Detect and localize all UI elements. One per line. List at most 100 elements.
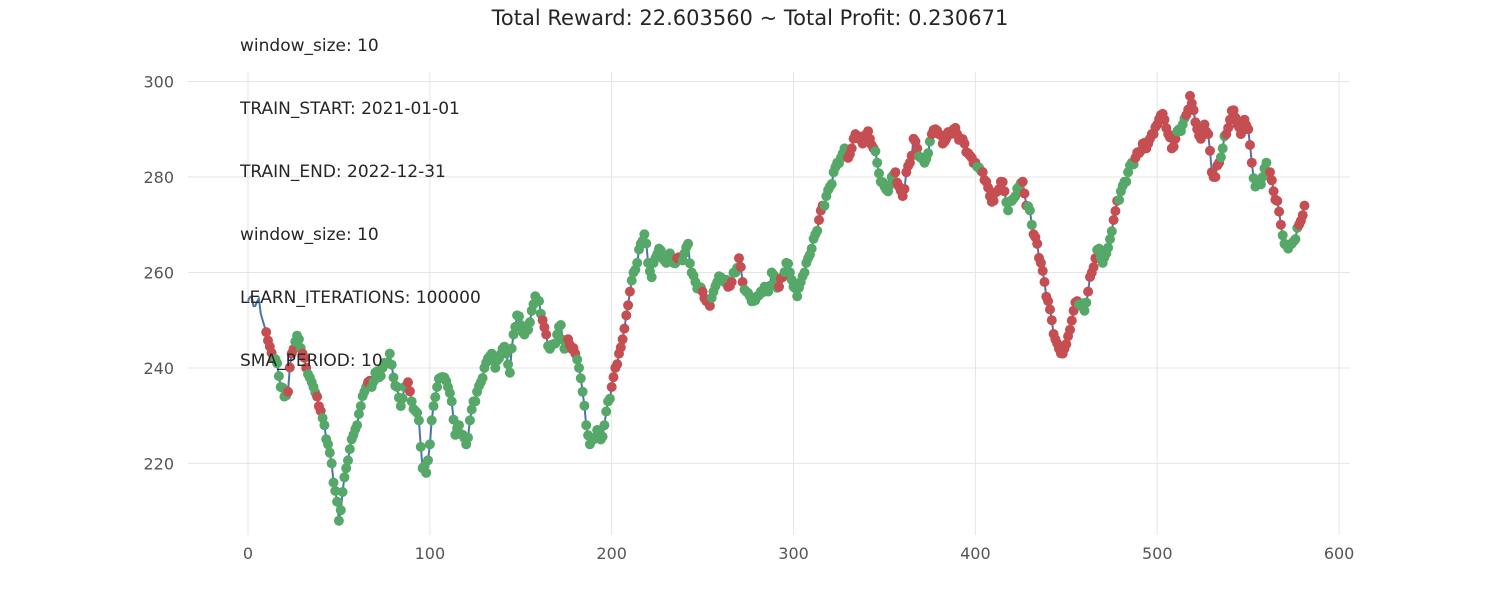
x-tick-label: 600 xyxy=(1324,544,1355,563)
long-position-marker xyxy=(353,409,364,419)
long-position-marker xyxy=(683,238,694,249)
long-position-marker xyxy=(572,354,583,365)
long-position-marker xyxy=(352,420,363,431)
short-position-marker xyxy=(1110,206,1121,216)
long-position-marker xyxy=(319,420,330,431)
short-position-marker xyxy=(1210,172,1221,182)
x-tick-label: 500 xyxy=(1142,544,1173,563)
short-position-marker xyxy=(1046,315,1057,326)
long-position-marker xyxy=(826,179,837,189)
chart-title: Total Reward: 22.603560 ~ Total Profit: … xyxy=(491,6,1009,30)
x-tick-label: 0 xyxy=(243,544,253,563)
long-position-marker xyxy=(1026,219,1037,230)
training-parameters: window_size: 10 TRAIN_START: 2021-01-01 … xyxy=(240,0,481,393)
short-position-marker xyxy=(284,362,295,373)
long-position-marker xyxy=(555,320,566,330)
long-position-marker xyxy=(326,458,337,469)
x-tick-label: 300 xyxy=(778,544,809,563)
long-position-marker xyxy=(446,396,457,407)
long-position-marker xyxy=(655,245,666,256)
long-position-marker xyxy=(597,431,608,442)
info-window-size-repeat: window_size: 10 xyxy=(240,225,379,245)
long-position-marker xyxy=(339,472,350,483)
long-position-marker xyxy=(406,396,417,407)
short-position-marker xyxy=(1265,167,1275,178)
long-position-marker xyxy=(1106,226,1117,237)
short-position-marker xyxy=(1043,296,1054,307)
long-position-marker xyxy=(684,258,695,269)
long-position-marker xyxy=(575,373,586,384)
short-position-marker xyxy=(1275,219,1286,230)
y-tick-label: 280 xyxy=(143,168,174,187)
info-sma-period: SMA_PERIOD: 10 xyxy=(240,351,383,371)
long-position-marker xyxy=(335,505,346,516)
short-position-marker xyxy=(1061,339,1072,350)
long-position-marker xyxy=(384,348,395,359)
long-position-marker xyxy=(514,311,524,322)
long-position-marker xyxy=(577,386,588,397)
long-position-marker xyxy=(466,404,477,415)
short-position-marker xyxy=(1045,304,1055,315)
short-position-marker xyxy=(283,386,293,397)
long-position-marker xyxy=(870,146,881,157)
long-position-marker xyxy=(454,420,464,431)
long-position-marker xyxy=(424,439,435,450)
long-position-marker xyxy=(1277,230,1288,241)
short-position-marker xyxy=(619,323,630,334)
long-position-marker xyxy=(463,432,473,443)
long-position-marker xyxy=(415,441,426,452)
position-markers xyxy=(261,90,1310,526)
long-position-marker xyxy=(1217,143,1228,154)
short-position-marker xyxy=(1170,133,1181,144)
short-position-marker xyxy=(890,167,901,178)
long-position-marker xyxy=(273,371,284,382)
short-position-marker xyxy=(1032,238,1043,249)
long-position-marker xyxy=(1114,195,1125,205)
long-position-marker xyxy=(1103,242,1114,253)
long-position-marker xyxy=(641,238,652,249)
short-position-marker xyxy=(1168,141,1179,152)
short-position-marker xyxy=(612,359,623,370)
short-position-marker xyxy=(1205,145,1215,156)
long-position-marker xyxy=(524,317,535,328)
short-position-marker xyxy=(988,195,999,206)
long-position-marker xyxy=(1024,205,1035,216)
short-position-marker xyxy=(1088,262,1099,273)
y-tick-label: 220 xyxy=(143,454,174,473)
long-position-marker xyxy=(604,393,615,404)
y-tick-label: 260 xyxy=(143,263,174,282)
long-position-marker xyxy=(430,392,441,403)
long-position-marker xyxy=(1081,297,1092,308)
long-position-marker xyxy=(783,258,794,269)
long-position-marker xyxy=(392,382,403,392)
short-position-marker xyxy=(1203,129,1214,140)
long-position-marker xyxy=(344,444,355,455)
info-learn-iterations: LEARN_ITERATIONS: 100000 xyxy=(240,288,481,308)
long-position-marker xyxy=(330,485,341,496)
long-position-marker xyxy=(504,367,515,378)
long-position-marker xyxy=(444,388,455,398)
long-position-marker xyxy=(872,157,883,168)
long-position-marker xyxy=(395,401,406,412)
long-position-marker xyxy=(328,477,339,488)
short-position-marker xyxy=(1235,129,1246,140)
info-train-end: TRAIN_END: 2022-12-31 xyxy=(240,162,446,182)
short-position-marker xyxy=(1065,324,1075,335)
short-position-marker xyxy=(608,372,619,383)
short-position-marker xyxy=(624,286,635,297)
short-position-marker xyxy=(541,329,552,340)
long-position-marker xyxy=(426,415,437,426)
long-position-marker xyxy=(337,487,348,497)
short-position-marker xyxy=(606,382,617,392)
long-position-marker xyxy=(874,168,884,179)
long-position-marker xyxy=(412,407,423,418)
grid-lines xyxy=(188,72,1350,535)
long-position-marker xyxy=(1105,234,1115,245)
long-position-marker xyxy=(574,362,584,373)
long-position-marker xyxy=(626,275,637,286)
long-position-marker xyxy=(1290,234,1301,245)
short-position-marker xyxy=(1039,277,1050,287)
y-tick-label: 300 xyxy=(143,73,174,92)
short-position-marker xyxy=(1037,265,1048,276)
